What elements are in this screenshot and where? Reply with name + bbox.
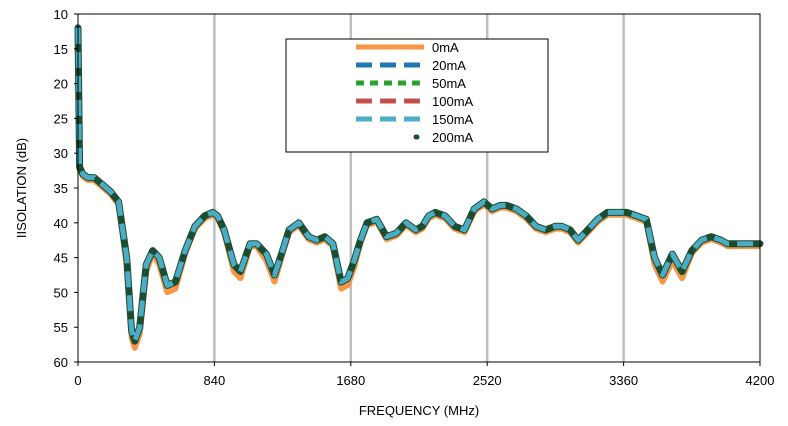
legend-label-150mA: 150mA bbox=[432, 112, 474, 127]
legend-box bbox=[285, 38, 549, 153]
y-axis-title: IISOLATION (dB) bbox=[14, 138, 29, 238]
legend: 0mA 20mA 50mA 100mA 150mA 200mA bbox=[285, 38, 549, 153]
y-tick-label: 60 bbox=[54, 355, 68, 370]
y-tick-label: 50 bbox=[54, 285, 68, 300]
y-tick-label: 15 bbox=[54, 42, 68, 57]
x-axis-title: FREQUENCY (MHz) bbox=[359, 403, 479, 418]
legend-label-20mA: 20mA bbox=[432, 58, 466, 73]
y-tick-label: 20 bbox=[54, 77, 68, 92]
y-tick-label: 45 bbox=[54, 251, 68, 266]
x-tick-label: 2520 bbox=[473, 373, 502, 388]
series-lines bbox=[74, 24, 764, 351]
series-line-150mA bbox=[75, 27, 760, 344]
y-tick-label: 40 bbox=[54, 216, 68, 231]
x-tick-label: 1680 bbox=[336, 373, 365, 388]
y-tick-label: 55 bbox=[54, 320, 68, 335]
x-tick-label: 3360 bbox=[609, 373, 638, 388]
y-tick-label: 35 bbox=[54, 181, 68, 196]
x-tick-label: 840 bbox=[204, 373, 226, 388]
x-tick-label: 4200 bbox=[746, 373, 775, 388]
legend-label-50mA: 50mA bbox=[432, 76, 466, 91]
legend-label-200mA: 200mA bbox=[432, 130, 474, 145]
y-tick-label: 10 bbox=[54, 7, 68, 22]
legend-label-0mA: 0mA bbox=[432, 40, 459, 55]
legend-label-100mA: 100mA bbox=[432, 94, 474, 109]
x-tick-label: 0 bbox=[74, 373, 81, 388]
y-tick-label: 30 bbox=[54, 146, 68, 161]
tick-labels: 0 840 1680 2520 3360 4200 10 15 20 25 30 35 40 45 50 55… bbox=[54, 7, 775, 388]
y-tick-label: 25 bbox=[54, 111, 68, 126]
